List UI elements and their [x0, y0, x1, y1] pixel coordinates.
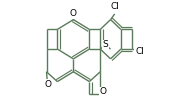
Text: S: S: [102, 40, 108, 49]
Text: O: O: [44, 80, 51, 89]
Text: Cl: Cl: [110, 2, 119, 11]
Text: O: O: [100, 87, 107, 96]
Text: Cl: Cl: [135, 47, 144, 56]
Text: O: O: [70, 9, 77, 18]
